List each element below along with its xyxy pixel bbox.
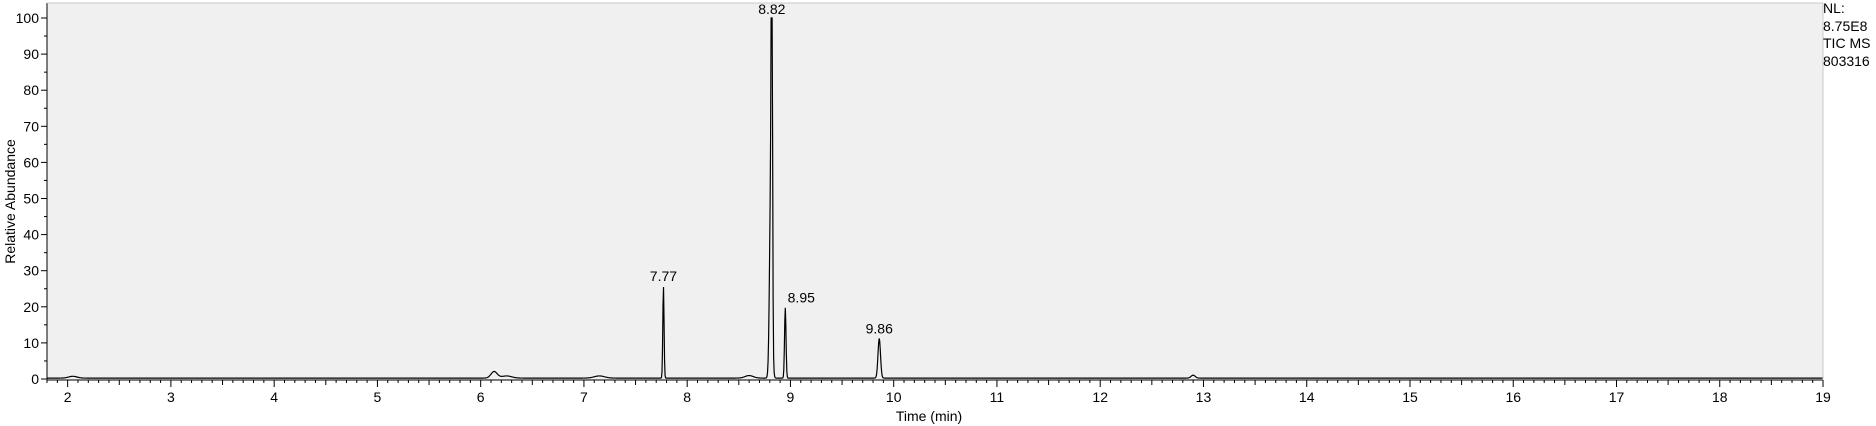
- tic-trace: [47, 17, 1823, 379]
- x-tick-label: 13: [1196, 389, 1212, 405]
- y-tick-label: 90: [23, 46, 39, 62]
- x-tick-label: 11: [990, 389, 1005, 405]
- x-axis-title: Time (min): [896, 408, 962, 424]
- x-tick-label: 19: [1815, 389, 1831, 405]
- file-id: 803316: [1823, 52, 1870, 69]
- y-tick-label: 20: [23, 299, 39, 315]
- peak-label: 8.82: [758, 1, 785, 17]
- x-tick-label: 14: [1299, 389, 1315, 405]
- x-tick-label: 7: [580, 389, 588, 405]
- y-tick-label: 30: [23, 263, 39, 279]
- y-tick-label: 40: [23, 227, 39, 243]
- x-tick-label: 17: [1609, 389, 1625, 405]
- y-axis-title: Relative Abundance: [2, 139, 18, 264]
- x-tick-label: 5: [374, 389, 382, 405]
- axes-layer: 0 10 20 30 40 50 60 70 80 90 100 2 3 4 5 6 7 8 9 10 11 12 13 14…: [16, 2, 1831, 405]
- nl-label: NL:: [1823, 0, 1845, 16]
- y-tick-label: 50: [23, 191, 39, 207]
- y-tick-label: 10: [23, 335, 39, 351]
- plot-area: [47, 3, 1823, 380]
- x-tick-label: 10: [886, 389, 902, 405]
- y-tick-label: 80: [23, 82, 39, 98]
- peak-label: 7.77: [650, 268, 677, 284]
- x-tick-label: 4: [270, 389, 278, 405]
- peak-label: 8.95: [788, 290, 815, 306]
- y-tick-label: 60: [23, 154, 39, 170]
- x-tick-label: 9: [787, 389, 795, 405]
- scan-type: TIC MS: [1823, 35, 1871, 51]
- x-tick-label: 8: [683, 389, 691, 405]
- x-tick-label: 3: [167, 389, 175, 405]
- x-tick-label: 15: [1402, 389, 1418, 405]
- y-tick-label: 100: [16, 10, 40, 26]
- x-tick-label: 12: [1092, 389, 1108, 405]
- peak-labels: 7.77 8.82 8.95 9.86: [650, 1, 893, 336]
- y-tick-label: 70: [23, 118, 39, 134]
- x-tick-label: 16: [1505, 389, 1521, 405]
- normalization-info: NL: 8.75E8 TIC MS 803316: [1823, 0, 1870, 70]
- x-tick-label: 2: [64, 389, 72, 405]
- y-tick-label: 0: [31, 371, 39, 387]
- nl-value: 8.75E8: [1823, 17, 1868, 34]
- peak-label: 9.86: [866, 320, 893, 336]
- x-tick-label: 18: [1712, 389, 1728, 405]
- x-tick-label: 6: [477, 389, 485, 405]
- trace-layer: [47, 17, 1823, 379]
